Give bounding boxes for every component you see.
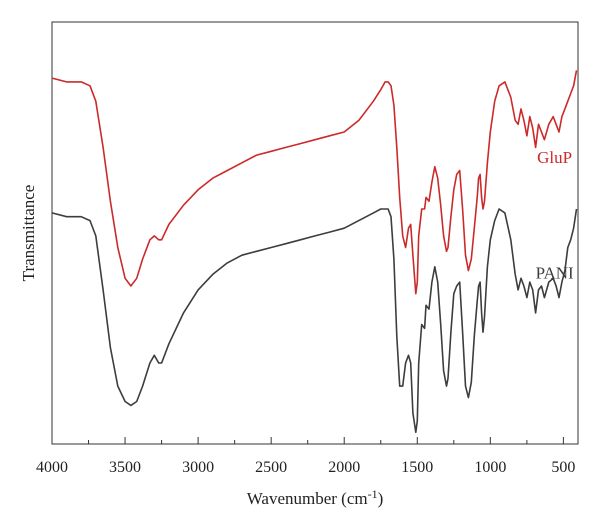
series-line-pani <box>51 208 578 434</box>
x-axis-title-close: ) <box>378 489 384 508</box>
x-axis-title-sup: -1 <box>368 487 378 501</box>
x-axis-ticks <box>51 437 564 444</box>
x-tick-label: 4000 <box>36 459 68 476</box>
series-label-pani: PANI <box>536 263 574 282</box>
x-tick-label: 500 <box>551 459 575 476</box>
plot-frame <box>51 21 579 445</box>
series-label-glup: GluP <box>537 148 572 167</box>
series-labels: GluP PANI <box>536 148 574 282</box>
series-lines <box>51 70 578 434</box>
x-axis-title-main: Wavenumber (cm <box>247 489 368 508</box>
x-tick-label: 3000 <box>182 459 214 476</box>
x-tick-label: 1500 <box>401 459 433 476</box>
x-tick-label: 1000 <box>474 459 506 476</box>
x-tick-label: 2000 <box>328 459 360 476</box>
x-tick-label: 2500 <box>255 459 287 476</box>
series-line-glup <box>51 70 578 295</box>
x-axis-tick-labels: 4000 3500 3000 2500 2000 1500 1000 500 <box>36 459 575 476</box>
y-axis-title: Transmittance <box>19 185 38 282</box>
x-tick-label: 3500 <box>109 459 141 476</box>
x-axis-title: Wavenumber (cm-1) <box>247 487 384 508</box>
